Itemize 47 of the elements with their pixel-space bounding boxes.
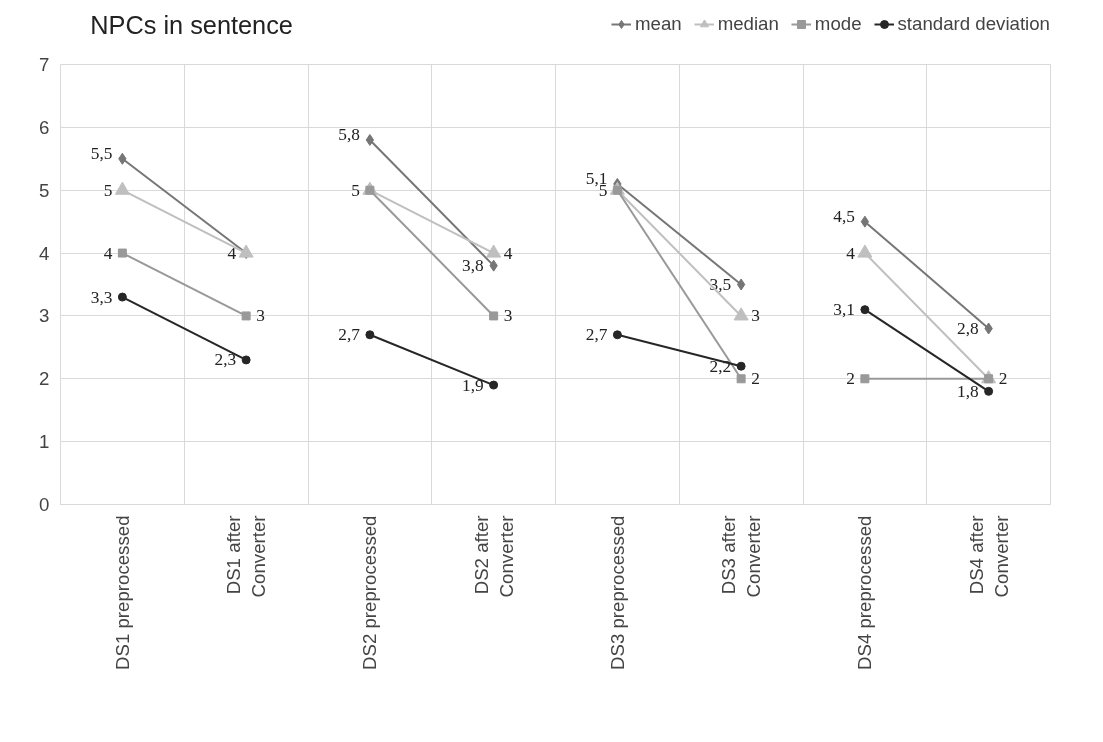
data-label: 4 — [846, 243, 856, 263]
data-label: 2 — [998, 369, 1008, 389]
legend-label: mode — [814, 13, 862, 35]
y-tick-label: 7 — [39, 54, 50, 75]
x-tick-label: DS3 after Converter — [718, 515, 765, 598]
chart-title: NPCs in sentence — [90, 10, 293, 39]
data-label: 4,5 — [833, 207, 855, 227]
x-tick-label: DS2 preprocessed — [359, 515, 381, 671]
data-label: 2 — [846, 369, 855, 389]
data-label: 5 — [103, 180, 113, 200]
data-label: 5,8 — [338, 125, 360, 145]
y-tick-label: 6 — [39, 116, 50, 138]
data-label: 2 — [751, 369, 760, 389]
data-label: 2,3 — [214, 350, 237, 370]
data-label: 5 — [351, 180, 360, 200]
legend-label: mean — [634, 13, 682, 35]
legend-label: standard deviation — [897, 13, 1050, 35]
x-tick-label: DS1 preprocessed — [111, 515, 133, 671]
data-label: 3,1 — [833, 300, 855, 320]
data-label: 2,7 — [338, 325, 361, 345]
x-tick-label: DS3 preprocessed — [606, 515, 628, 671]
data-label: 5,5 — [90, 144, 113, 164]
data-label: 3 — [751, 306, 760, 326]
data-label: 3,3 — [90, 287, 113, 307]
data-label: 2,8 — [956, 319, 979, 338]
data-label: 3 — [503, 306, 513, 326]
data-label: 3,5 — [709, 275, 732, 294]
x-tick-label: DS1 after Converter — [223, 515, 270, 598]
data-label: 3,8 — [461, 256, 484, 276]
y-tick-label: 5 — [39, 179, 50, 201]
y-tick-label: 2 — [39, 368, 50, 390]
data-label: 4 — [227, 243, 237, 263]
x-tick-label: DS4 preprocessed — [854, 515, 876, 671]
data-label: 2,2 — [709, 356, 732, 376]
legend-label: median — [717, 13, 779, 35]
data-label: 1,9 — [461, 375, 484, 395]
x-tick-label: DS2 after Converter — [470, 515, 517, 598]
data-label: 3 — [256, 306, 265, 326]
y-tick-label: 3 — [39, 305, 50, 327]
data-label: 1,8 — [956, 381, 979, 401]
x-tick-label: DS4 after Converter — [965, 515, 1012, 598]
data-label: 4 — [103, 243, 113, 263]
data-label: 2,7 — [585, 325, 608, 345]
y-tick-label: 4 — [39, 242, 50, 264]
data-label: 4 — [503, 243, 513, 263]
y-tick-label: 0 — [39, 494, 50, 515]
y-tick-label: 1 — [39, 431, 50, 453]
